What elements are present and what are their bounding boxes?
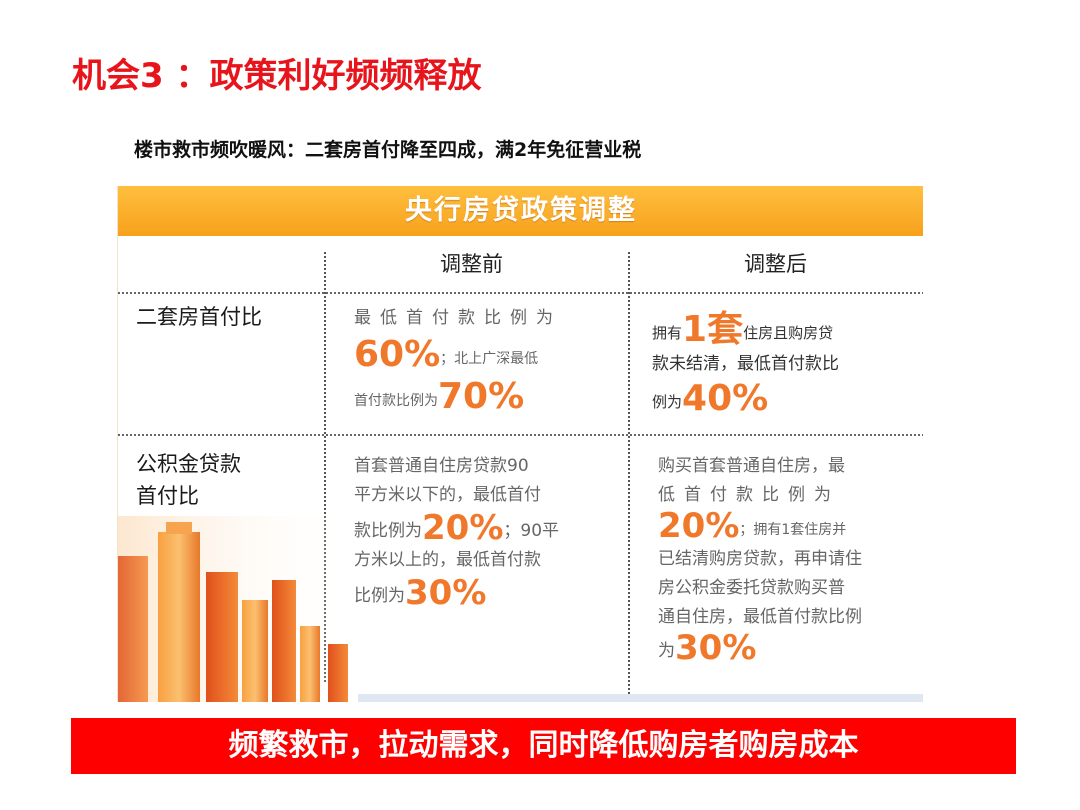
highlight-value: 1套 — [682, 309, 744, 350]
cell-text: 低首付款比例为 — [658, 485, 840, 505]
cell-text: 款比例为 — [354, 521, 422, 541]
row-divider — [118, 434, 923, 436]
summary-banner: 频繁救市，拉动需求，同时降低购房者购房成本 — [71, 718, 1016, 774]
cell-text: 住房且购房贷 — [743, 324, 834, 342]
cell-text: ；北上广深最低 — [440, 351, 539, 367]
cell-text: 拥有 — [652, 324, 683, 342]
percent-value: 40% — [682, 378, 769, 419]
cell-provident-fund-after: 购买首套普通自住房，最 低首付款比例为 20%；拥有1套住房并 已结清购房贷款，… — [658, 452, 916, 666]
percent-value: 20% — [422, 508, 504, 548]
cell-text: 款未结清，最低首付款比 — [652, 354, 839, 374]
row-divider — [118, 292, 923, 294]
cell-text: 比例为 — [354, 586, 405, 606]
cell-text: 例为 — [652, 393, 683, 411]
percent-value: 30% — [405, 573, 487, 613]
row-label-line: 首付比 — [136, 484, 199, 508]
column-header-before: 调整前 — [440, 252, 503, 276]
cell-text: 为 — [658, 641, 675, 661]
figure-header: 央行房贷政策调整 — [118, 186, 923, 236]
slide-title: 机会3 ：政策利好频频释放 — [72, 56, 482, 96]
cell-second-home-after: 拥有1套住房且购房贷 款未结清，最低首付款比 例为40% — [652, 310, 914, 419]
percent-value: 30% — [675, 628, 757, 668]
cell-text: 方米以上的，最低首付款 — [354, 550, 541, 570]
column-header-after: 调整后 — [744, 252, 807, 276]
percent-value: 20% — [658, 506, 740, 546]
percent-value: 70% — [438, 376, 525, 417]
row-label-line: 公积金贷款 — [136, 452, 241, 476]
figure-bottom-edge — [358, 694, 923, 702]
cell-text: ；拥有1套住房并 — [739, 522, 847, 538]
policy-table-figure: 央行房贷政策调整 调整前 调整后 二套房首付比 最低首付款比例为 60%；北上广… — [117, 186, 923, 702]
cell-text: 已结清购房贷款，再申请住 — [658, 549, 862, 569]
row-label-second-home: 二套房首付比 — [136, 305, 262, 329]
slide-subtitle: 楼市救市频吹暖风：二套房首付降至四成，满2年免征营业税 — [134, 139, 642, 161]
buildings-illustration — [118, 516, 358, 702]
cell-text: 首付款比例为 — [354, 393, 438, 409]
cell-text: 首套普通自住房贷款90 — [354, 456, 529, 476]
column-divider — [324, 252, 326, 682]
cell-second-home-before: 最低首付款比例为 60%；北上广深最低 首付款比例为70% — [354, 304, 614, 417]
cell-text: 最低首付款比例为 — [354, 308, 562, 328]
cell-text: ；90平 — [503, 521, 560, 541]
percent-value: 60% — [354, 334, 441, 375]
cell-text: 购买首套普通自住房，最 — [658, 456, 845, 476]
row-label-provident-fund: 公积金贷款 首付比 — [136, 448, 241, 512]
column-divider — [628, 252, 630, 702]
cell-provident-fund-before: 首套普通自住房贷款90 平方米以下的，最低首付 款比例为20%；90平 方米以上… — [354, 452, 614, 611]
cell-text: 房公积金委托贷款购买普 — [658, 578, 845, 598]
cell-text: 通自住房，最低首付款比例 — [658, 607, 862, 627]
cell-text: 平方米以下的，最低首付 — [354, 485, 541, 505]
